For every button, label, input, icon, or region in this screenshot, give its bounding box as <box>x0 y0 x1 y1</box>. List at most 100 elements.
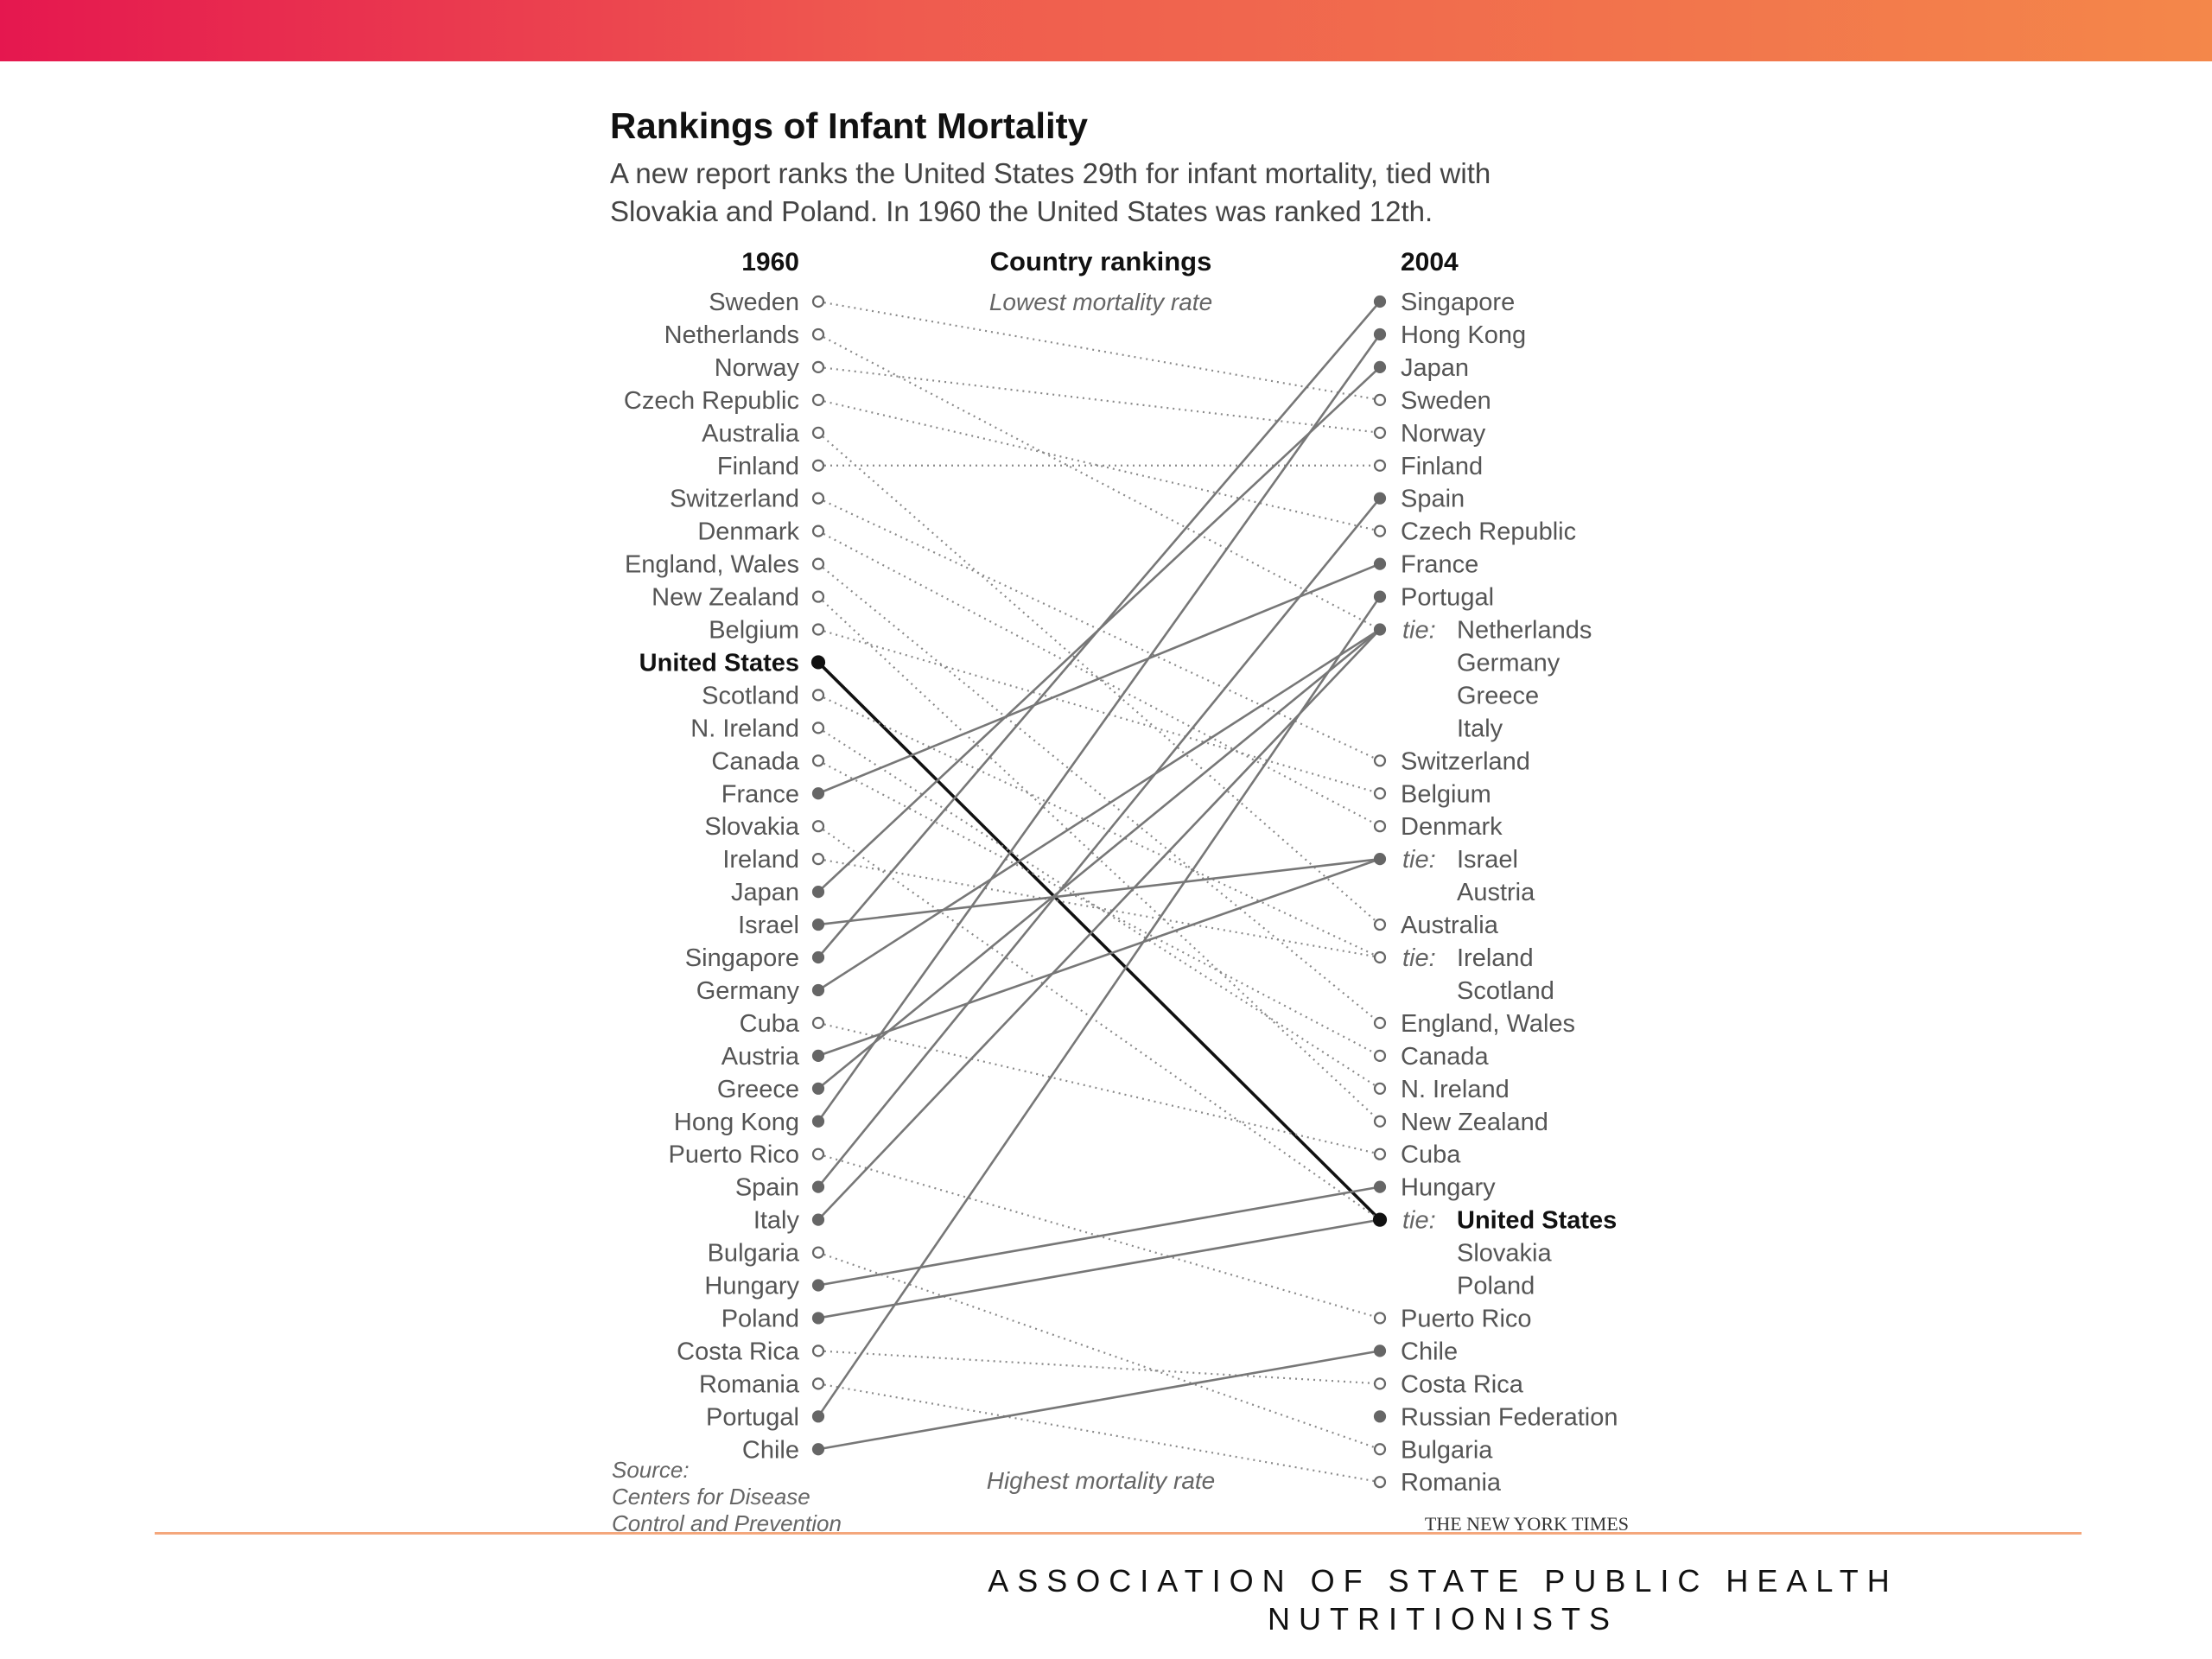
right-label-japan: Japan <box>1401 354 1469 382</box>
connector-puerto-rico <box>817 1153 1381 1319</box>
connector-slovakia <box>817 825 1381 1221</box>
connector-united-states <box>817 661 1382 1221</box>
tie-label: tie: <box>1402 1207 1436 1235</box>
right-label-israel: Israel <box>1457 846 1518 874</box>
right-label-austria: Austria <box>1457 879 1535 906</box>
right-label-finland: Finland <box>1401 453 1483 480</box>
chart-title: Rankings of Infant Mortality <box>610 105 1089 146</box>
left-label-belgium: Belgium <box>709 617 799 645</box>
right-dot-finland <box>1373 459 1387 472</box>
right-label-spain: Spain <box>1401 486 1465 513</box>
left-dot-sweden <box>811 295 825 308</box>
left-label-ireland: Ireland <box>722 846 799 874</box>
left-label-cuba: Cuba <box>740 1010 800 1038</box>
left-dot-costa-rica <box>811 1344 825 1357</box>
right-dot-japan <box>1373 360 1387 373</box>
connector-netherlands <box>817 333 1381 631</box>
chart-subtitle-line: A new report ranks the United States 29t… <box>610 157 1491 189</box>
left-dot-new-zealand <box>811 590 825 603</box>
left-label-norway: Norway <box>715 354 800 382</box>
left-label-austria: Austria <box>721 1043 800 1071</box>
right-label-denmark: Denmark <box>1401 813 1503 841</box>
right-label-switzerland: Switzerland <box>1401 747 1530 775</box>
right-label-belgium: Belgium <box>1401 780 1491 808</box>
right-label-portugal: Portugal <box>1401 584 1494 612</box>
right-label-sweden: Sweden <box>1401 387 1491 415</box>
source-line: Source: <box>612 1457 690 1483</box>
left-label-sweden: Sweden <box>709 289 799 316</box>
note-highest-mortality: Highest mortality rate <box>987 1467 1216 1494</box>
footer-rule <box>155 1532 2082 1535</box>
tie-label: tie: <box>1402 617 1436 645</box>
right-label-n-ireland: N. Ireland <box>1401 1076 1510 1103</box>
right-dot-singapore <box>1373 295 1387 308</box>
right-dot-australia <box>1373 918 1387 931</box>
connector-france <box>817 563 1381 795</box>
right-label-romania: Romania <box>1401 1469 1502 1497</box>
right-dot-czech-republic <box>1373 524 1387 537</box>
connector-czech-republic <box>817 398 1381 532</box>
connector-singapore <box>817 301 1381 958</box>
left-label-new-zealand: New Zealand <box>652 584 799 612</box>
right-dot-france <box>1373 557 1387 570</box>
right-label-scotland: Scotland <box>1457 977 1554 1005</box>
left-dot-slovakia <box>811 820 825 833</box>
left-label-canada: Canada <box>711 747 799 775</box>
right-label-costa-rica: Costa Rica <box>1401 1370 1524 1398</box>
connector-portugal <box>817 595 1382 1418</box>
left-dot-hong-kong <box>811 1115 825 1128</box>
right-dot-sweden <box>1373 393 1387 406</box>
left-label-spain: Spain <box>735 1174 799 1202</box>
right-label-ireland: Ireland <box>1457 944 1534 972</box>
marker-dots <box>810 295 1388 1489</box>
right-dot-norway <box>1373 426 1387 439</box>
labels: Rankings of Infant Mortality A new report… <box>610 105 1629 1536</box>
right-dot-switzerland <box>1373 754 1387 767</box>
left-dot-canada <box>811 754 825 767</box>
left-label-poland: Poland <box>721 1305 799 1332</box>
tie-label: tie: <box>1402 944 1436 972</box>
right-dot-russian-federation <box>1373 1410 1387 1423</box>
left-label-united-states: United States <box>639 649 799 677</box>
connector-austria <box>817 857 1381 1058</box>
right-label-netherlands: Netherlands <box>1457 617 1592 645</box>
right-label-bulgaria: Bulgaria <box>1401 1436 1493 1464</box>
left-dot-puerto-rico <box>811 1147 825 1160</box>
right-dot-canada <box>1373 1049 1387 1062</box>
left-dot-finland <box>811 459 825 472</box>
connector-chile <box>817 1350 1381 1451</box>
right-label-canada: Canada <box>1401 1043 1489 1071</box>
left-dot-singapore <box>811 950 825 964</box>
left-label-chile: Chile <box>742 1436 799 1464</box>
connector-england-wales <box>817 563 1381 1024</box>
right-label-slovakia: Slovakia <box>1457 1240 1552 1268</box>
left-dot-hungary <box>811 1279 825 1292</box>
right-dot-n-ireland <box>1373 1082 1387 1095</box>
left-label-france: France <box>721 780 799 808</box>
chart-subtitle-line: Slovakia and Poland. In 1960 the United … <box>610 195 1433 227</box>
left-label-england-wales: England, Wales <box>625 551 799 579</box>
right-label-united-states: United States <box>1457 1207 1617 1235</box>
header-2004: 2004 <box>1401 248 1459 276</box>
left-label-germany: Germany <box>696 977 800 1005</box>
left-label-costa-rica: Costa Rica <box>677 1338 800 1365</box>
left-label-slovakia: Slovakia <box>704 813 799 841</box>
right-label-italy: Italy <box>1457 715 1503 742</box>
right-dot-bulgaria <box>1373 1443 1387 1456</box>
right-label-singapore: Singapore <box>1401 289 1515 316</box>
top-gradient-bar <box>0 0 2212 61</box>
left-dot-england-wales <box>811 557 825 570</box>
left-label-australia: Australia <box>702 420 800 448</box>
left-dot-israel <box>811 918 825 931</box>
connector-israel <box>817 857 1381 926</box>
tie-label: tie: <box>1402 846 1436 874</box>
left-label-hong-kong: Hong Kong <box>674 1109 799 1136</box>
header-country-rankings: Country rankings <box>990 246 1212 276</box>
right-dot-denmark <box>1373 820 1387 833</box>
connector-bulgaria <box>817 1251 1381 1451</box>
left-dot-czech-republic <box>811 393 825 406</box>
connector-new-zealand <box>817 595 1381 1122</box>
right-label-france: France <box>1401 551 1478 579</box>
left-label-scotland: Scotland <box>702 682 799 709</box>
header-1960: 1960 <box>741 248 799 276</box>
